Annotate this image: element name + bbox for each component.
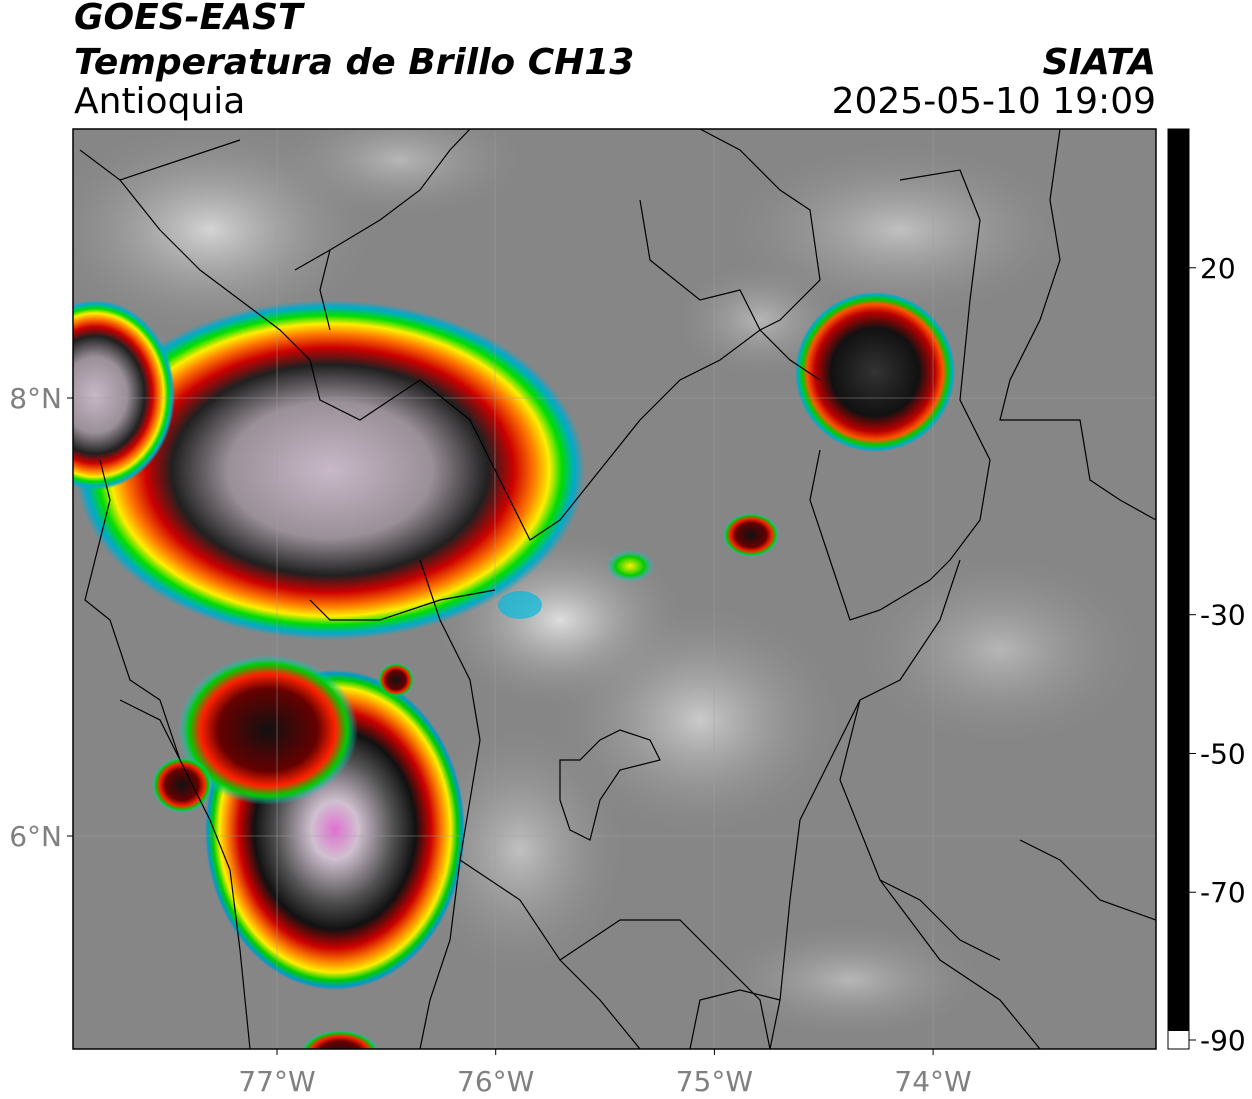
lon-tick-label: 74°W [894,1065,971,1098]
storm-cell-west [73,300,175,490]
storm-cell-small-b [723,513,779,557]
lon-tick-label: 75°W [676,1065,753,1098]
satellite-image [73,129,1156,1049]
storm-cell-uraba [75,300,585,640]
satellite-title: GOES-EAST [74,0,303,38]
colorbar-tick-label: -70 [1200,876,1246,909]
colorbar: 20 -30 -50 -70 -90 [1167,128,1246,1057]
colorbar-tick-label: 20 [1200,252,1236,285]
organization-label: SIATA [1042,42,1156,83]
colorbar-tick-label: -50 [1200,737,1246,770]
colorbar-tick-label: -30 [1200,599,1246,632]
lat-tick-label: 6°N [9,820,62,853]
lat-tick-label: 8°N [9,382,62,415]
map-frame [72,128,1157,1050]
admin-borders [79,129,1156,1049]
storm-cell-small-c [606,550,654,582]
product-title: Temperatura de Brillo CH13 [74,42,635,83]
graticule [73,129,1156,1049]
storm-cell-south-north [178,655,358,805]
storm-cell-coast [152,757,212,813]
lon-tick-label: 77°W [238,1065,315,1098]
colorbar-tick-label: -90 [1200,1024,1246,1057]
storm-cell-bottom [301,1030,379,1049]
storm-cell-northeast [795,292,955,452]
lon-tick-label: 76°W [457,1065,534,1098]
datetime-label: 2025-05-10 19:09 [831,81,1156,122]
storm-cell-small-a [378,663,414,697]
region-label: Antioquia [74,81,246,122]
